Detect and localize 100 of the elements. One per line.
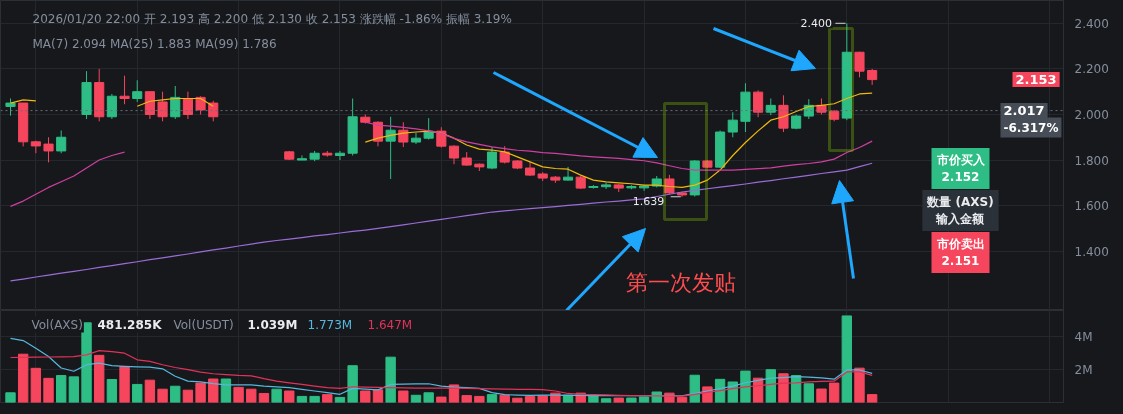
bar <box>195 382 206 403</box>
candlestick <box>562 166 574 182</box>
bar <box>372 389 384 403</box>
candlestick <box>385 116 396 180</box>
text: 2.153 <box>1015 72 1057 88</box>
y-tick-label: 4M <box>1074 329 1093 344</box>
bar <box>461 395 472 403</box>
bar <box>56 375 67 403</box>
bar <box>208 378 219 403</box>
candlestick <box>132 79 143 103</box>
bar <box>638 396 650 403</box>
annotation: MA(7) 2.094 MA(25) 1.883 MA(99) 1.786 <box>32 36 277 51</box>
candlestick <box>423 117 434 141</box>
bar <box>613 397 624 403</box>
bar <box>499 394 510 403</box>
candlestick <box>182 91 193 120</box>
bar <box>246 388 257 403</box>
y-tick-label: 1.400 <box>1074 244 1109 259</box>
y-tick-label: 1.600 <box>1074 199 1109 214</box>
bar <box>182 389 194 403</box>
annotation: 第一次发贴 <box>625 270 736 295</box>
bar <box>423 392 434 403</box>
y-tick-label: 2.400 <box>1074 16 1109 31</box>
bar <box>486 394 498 403</box>
y-tick-label: 2.000 <box>1074 107 1109 122</box>
candlestick <box>119 75 130 105</box>
bar <box>296 395 308 403</box>
bar <box>258 392 270 403</box>
annotation: 1.773M <box>307 317 353 332</box>
text: 市价买入 <box>935 153 986 168</box>
annotation: Vol(USDT) <box>173 317 234 332</box>
bar <box>157 388 168 403</box>
bar <box>5 392 16 403</box>
bar <box>841 315 853 403</box>
bar <box>220 378 232 403</box>
bar <box>17 353 29 403</box>
bar <box>271 388 282 403</box>
bar <box>94 354 105 403</box>
candlestick <box>854 51 865 78</box>
bar <box>816 388 827 403</box>
annotation: 481.285K <box>97 317 163 332</box>
bar <box>740 370 751 403</box>
bar <box>309 395 320 403</box>
candlestick <box>753 89 764 118</box>
bar <box>233 386 244 403</box>
bar <box>360 390 371 403</box>
candlestick <box>448 144 460 165</box>
y-tick-label: 2M <box>1074 362 1093 377</box>
bar <box>866 394 878 403</box>
bar <box>385 356 396 403</box>
annotation: 1.647M <box>367 317 413 332</box>
bar <box>43 377 54 403</box>
candlestick <box>778 94 789 133</box>
ref-line-label: 2.017 <box>1003 103 1045 119</box>
y-tick-label: 2.200 <box>1074 62 1109 77</box>
bar <box>474 395 485 403</box>
bar <box>398 390 409 403</box>
candlestick <box>208 100 219 122</box>
candlestick <box>30 140 41 154</box>
candlestick <box>334 150 346 161</box>
annotation: 1.039M <box>247 317 298 332</box>
bar <box>106 379 118 403</box>
bar <box>524 395 536 403</box>
bar <box>30 367 42 403</box>
bar <box>170 385 181 403</box>
bar <box>512 397 523 403</box>
bar <box>778 373 789 403</box>
candlestick <box>56 129 67 154</box>
bar <box>828 382 840 403</box>
bar <box>626 397 637 403</box>
text: 2.151 <box>941 253 980 268</box>
bar <box>119 366 130 403</box>
bar <box>144 379 156 403</box>
bar <box>436 396 447 403</box>
bar <box>322 394 333 403</box>
text: 2.152 <box>941 169 980 184</box>
text: 市价卖出 <box>935 237 985 252</box>
bar <box>600 398 612 403</box>
bar <box>689 374 700 403</box>
candlestick <box>601 182 612 190</box>
bar <box>803 383 814 403</box>
bar <box>68 376 80 403</box>
candlestick <box>727 111 738 138</box>
y-tick-label: 1.800 <box>1074 153 1109 168</box>
bar <box>132 383 143 403</box>
annotation: 2.400 <box>800 17 832 31</box>
bar <box>347 365 358 403</box>
bar <box>765 369 776 403</box>
candlestick <box>157 91 168 122</box>
line-series <box>9 349 873 397</box>
text: 数量 (AXS) <box>926 195 994 210</box>
bar <box>81 322 92 403</box>
text: -6.317% <box>1003 120 1059 135</box>
candlestick <box>43 136 54 163</box>
candlestick <box>410 132 422 145</box>
text: 输入金额 <box>935 211 986 226</box>
candlestick <box>144 91 155 120</box>
bar <box>284 390 295 403</box>
candlestick <box>170 85 181 120</box>
annotation: 1.639 <box>632 194 665 208</box>
